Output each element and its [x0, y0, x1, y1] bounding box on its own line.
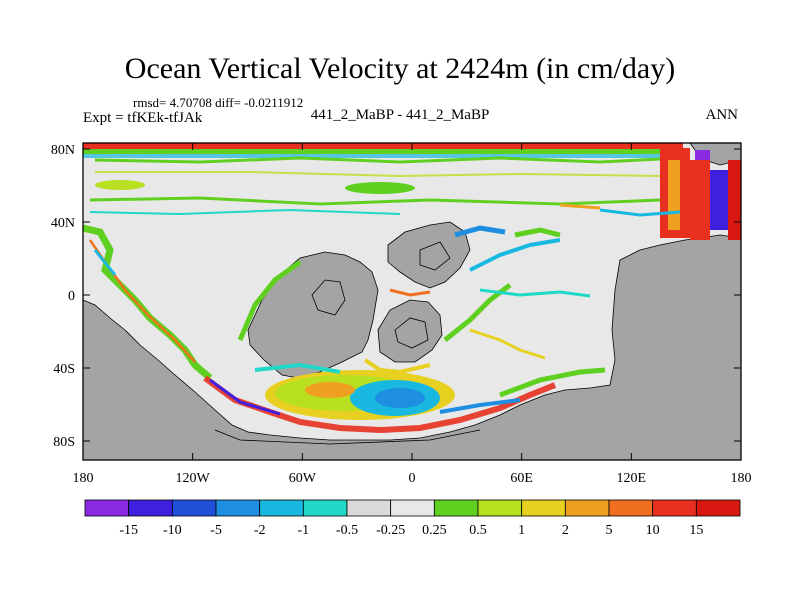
- y-tick-label: 0: [68, 289, 75, 304]
- colorbar-label: 15: [689, 523, 703, 538]
- colorbar-swatch: [171, 499, 217, 517]
- colorbar-label: 0.25: [422, 523, 447, 538]
- colorbar-label: -0.5: [336, 523, 358, 538]
- colorbar-labels: -15 -10 -5 -2 -1 -0.5 -0.25 0.25 0.5 1 2 5 10 15: [119, 523, 703, 538]
- colorbar-swatch: [215, 499, 261, 517]
- y-tick-label: 40S: [53, 362, 75, 377]
- colorbar-swatch: [433, 499, 479, 517]
- colorbar-label: 0.5: [469, 523, 487, 538]
- colorbar-swatch: [477, 499, 523, 517]
- x-tick-label: 60W: [289, 471, 317, 486]
- colorbar-label: -1: [297, 523, 309, 538]
- experiment-label: Expt = tfKEk-tfJAk: [83, 110, 203, 126]
- colorbar-swatch: [521, 499, 566, 517]
- x-tick-label: 60E: [510, 471, 533, 486]
- colorbar-swatch: [346, 499, 392, 517]
- y-axis-labels: 80N 40N 0 40S 80S: [51, 143, 75, 450]
- x-tick-label: 0: [409, 471, 416, 486]
- map-field: [83, 143, 741, 460]
- colorbar-label: 2: [562, 523, 569, 538]
- colorbar-swatch: [128, 499, 173, 517]
- y-tick-label: 80S: [53, 435, 75, 450]
- land-central-block: [387, 221, 471, 289]
- y-tick-label: 40N: [51, 216, 75, 231]
- stats-line: rmsd= 4.70708 diff= -0.0211912: [133, 95, 304, 110]
- land-island-block: [377, 299, 443, 363]
- colorbar-swatch: [564, 499, 610, 517]
- colorbar-swatch: [302, 499, 348, 517]
- colorbar-swatch: [84, 499, 130, 517]
- x-tick-label: 120W: [176, 471, 211, 486]
- colorbar-label: -2: [254, 523, 266, 538]
- colorbar-label: -10: [163, 523, 182, 538]
- colorbar-swatch: [259, 499, 304, 517]
- experiment-names: 441_2_MaBP - 441_2_MaBP: [310, 107, 490, 123]
- x-tick-label: 180: [73, 471, 94, 486]
- colorbar-swatch: [695, 499, 741, 517]
- y-axis-ticks: [83, 148, 741, 442]
- land-south: [83, 234, 741, 460]
- colorbar-label: 10: [646, 523, 660, 538]
- x-axis-labels: 180 120W 60W 0 60E 120E 180: [73, 471, 752, 486]
- colorbar-swatch: [608, 499, 654, 517]
- colorbar-label: 1: [518, 523, 525, 538]
- colorbar-label: -15: [119, 523, 138, 538]
- land-west-block: [247, 251, 379, 379]
- x-axis-ticks: [82, 143, 742, 460]
- colorbar-swatch: [652, 499, 697, 517]
- colorbar-label: 5: [606, 523, 613, 538]
- colorbar: [84, 499, 741, 517]
- colorbar-label: -0.25: [376, 523, 405, 538]
- season-label: ANN: [705, 107, 739, 123]
- x-tick-label: 120E: [617, 471, 647, 486]
- colorbar-swatch: [390, 499, 435, 517]
- y-tick-label: 80N: [51, 143, 75, 158]
- map-title: Ocean Vertical Velocity at 2424m (in cm/…: [124, 52, 676, 85]
- x-tick-label: 180: [731, 471, 752, 486]
- colorbar-label: -5: [210, 523, 222, 538]
